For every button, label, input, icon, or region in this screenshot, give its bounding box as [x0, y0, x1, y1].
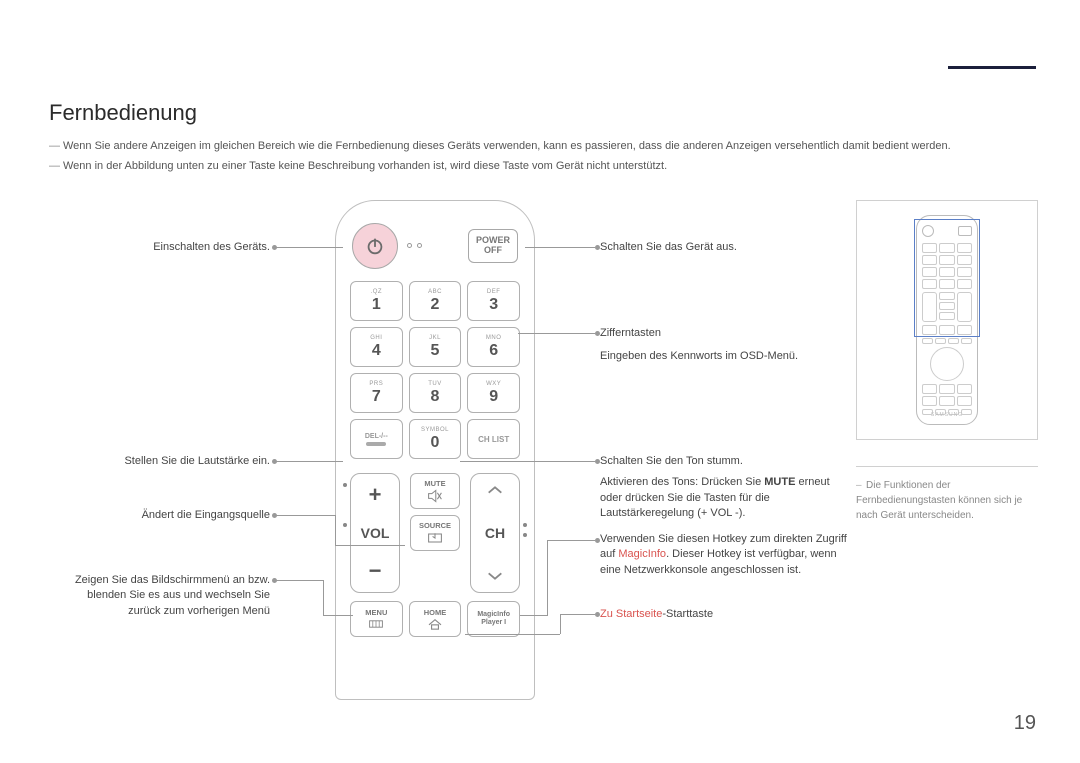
label-numkeys-a: Zifferntasten	[600, 326, 798, 341]
home-button: HOME	[409, 601, 462, 637]
label-volume: Stellen Sie die Lautstärke ein.	[55, 454, 270, 469]
key-1: .QZ1	[350, 281, 403, 321]
callout-line	[520, 615, 548, 616]
remote-thumbnail-frame: SAMSUNG	[856, 200, 1038, 440]
label-mute-a: Schalten Sie den Ton stumm.	[600, 454, 850, 469]
mute-icon	[427, 489, 443, 503]
callout-line	[530, 461, 595, 462]
ch-label: CH	[485, 525, 505, 541]
side-note: –Die Funktionen der Fernbedienungstasten…	[856, 478, 1038, 523]
vol-down-icon: −	[369, 558, 382, 584]
key-del: DEL-/--	[350, 419, 403, 459]
note-2: ―Wenn in der Abbildung unten zu einer Ta…	[49, 158, 667, 175]
label-magicinfo: Verwenden Sie diesen Hotkey zum direkten…	[600, 532, 850, 578]
vol-label: VOL	[361, 525, 390, 541]
number-keypad: .QZ1 ABC2 DEF3 GHI4 JKL5 MNO6 PRS7 TUV8 …	[350, 281, 520, 459]
power-on-button	[352, 223, 398, 269]
power-icon	[364, 235, 386, 257]
callout-line	[335, 515, 336, 545]
label-source: Ändert die Eingangsquelle	[55, 508, 270, 523]
callout-line	[275, 247, 343, 248]
chevron-down-icon	[486, 570, 504, 582]
callout-line	[323, 580, 324, 615]
key-0: SYMBOL0	[409, 419, 462, 459]
key-8: TUV8	[409, 373, 462, 413]
callout-line	[275, 461, 343, 462]
channel-rocker: CH	[470, 473, 520, 593]
label-home: Zu Startseite-Starttaste	[600, 607, 713, 622]
page-number: 19	[1014, 712, 1036, 735]
label-magic-hl: MagicInfo	[618, 548, 666, 560]
mute-button: MUTE	[410, 473, 460, 509]
key-chlist: CH LIST	[467, 419, 520, 459]
label-mute-b-pre: Aktivieren des Tons: Drücken Sie	[600, 476, 764, 488]
volume-rocker: + VOL −	[350, 473, 400, 593]
magicinfo-button: MagicInfo Player I	[467, 601, 520, 637]
label-home-post: -Starttaste	[662, 608, 713, 620]
chevron-up-icon	[486, 484, 504, 496]
remote-thumbnail: SAMSUNG	[916, 215, 978, 425]
menu-icon	[368, 618, 384, 630]
vol-up-icon: +	[369, 482, 382, 508]
label-mute: Schalten Sie den Ton stumm. Aktivieren d…	[600, 454, 850, 522]
thumbnail-highlight	[914, 219, 980, 337]
key-9: WXY9	[467, 373, 520, 413]
callout-line	[275, 515, 335, 516]
key-2: ABC2	[409, 281, 462, 321]
label-mute-bold: MUTE	[764, 476, 795, 488]
note-1-text: Wenn Sie andere Anzeigen im gleichen Ber…	[63, 140, 951, 152]
source-icon	[427, 531, 443, 545]
callout-line	[275, 580, 323, 581]
label-home-hl: Zu Startseite	[600, 608, 662, 620]
label-power-on: Einschalten des Geräts.	[55, 240, 270, 255]
power-off-label-bot: OFF	[484, 246, 502, 256]
callout-line	[560, 614, 561, 634]
menu-button: MENU	[350, 601, 403, 637]
remote-diagram: POWER OFF .QZ1 ABC2 DEF3 GHI4 JKL5 MNO6 …	[335, 200, 535, 700]
callout-line	[460, 461, 530, 462]
note-1: ―Wenn Sie andere Anzeigen im gleichen Be…	[49, 138, 951, 155]
home-icon	[427, 618, 443, 630]
callout-line	[518, 333, 595, 334]
key-6: MNO6	[467, 327, 520, 367]
power-off-button: POWER OFF	[468, 229, 518, 263]
page-title: Fernbedienung	[49, 100, 197, 126]
key-7: PRS7	[350, 373, 403, 413]
key-4: GHI4	[350, 327, 403, 367]
ir-lamp	[417, 243, 422, 248]
callout-line	[547, 540, 595, 541]
callout-line	[335, 545, 405, 546]
label-numkeys: Zifferntasten Eingeben des Kennworts im …	[600, 326, 798, 365]
callout-line	[525, 247, 595, 248]
header-rule	[948, 66, 1036, 69]
callout-line	[547, 540, 548, 615]
source-button: SOURCE	[410, 515, 460, 551]
label-numkeys-b: Eingeben des Kennworts im OSD-Menü.	[600, 349, 798, 364]
label-power-off: Schalten Sie das Gerät aus.	[600, 240, 737, 255]
note-2-text: Wenn in der Abbildung unten zu einer Tas…	[63, 160, 667, 172]
side-note-text: Die Funktionen der Fernbedienungstasten …	[856, 480, 1022, 521]
callout-line	[560, 614, 595, 615]
key-5: JKL5	[409, 327, 462, 367]
side-rule	[856, 466, 1038, 467]
thumb-brand: SAMSUNG	[917, 412, 977, 418]
label-menu: Zeigen Sie das Bildschirmmenü an bzw. bl…	[55, 573, 270, 619]
callout-line	[465, 634, 560, 635]
callout-line	[323, 615, 353, 616]
key-3: DEF3	[467, 281, 520, 321]
ir-lamp	[407, 243, 412, 248]
